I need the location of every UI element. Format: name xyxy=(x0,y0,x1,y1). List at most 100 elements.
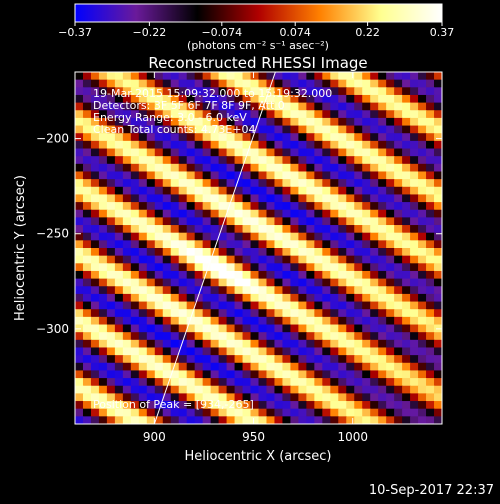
heatmap-pixel xyxy=(282,385,292,394)
heatmap-pixel xyxy=(410,393,419,402)
heatmap-pixel xyxy=(170,248,180,257)
heatmap-pixel xyxy=(130,217,140,226)
heatmap-pixel xyxy=(266,217,276,226)
heatmap-pixel xyxy=(186,324,196,333)
heatmap-pixel xyxy=(250,370,260,379)
heatmap-pixel xyxy=(234,286,244,295)
heatmap-pixel xyxy=(186,194,196,203)
heatmap-pixel xyxy=(258,225,268,234)
heatmap-pixel xyxy=(338,385,347,394)
heatmap-pixel xyxy=(154,370,164,379)
heatmap-pixel xyxy=(362,401,371,410)
heatmap-pixel xyxy=(250,339,260,349)
heatmap-pixel xyxy=(290,370,299,379)
heatmap-pixel xyxy=(75,179,84,188)
y-tick-label: −200 xyxy=(36,132,69,146)
heatmap-pixel xyxy=(130,117,140,127)
heatmap-pixel xyxy=(122,186,132,196)
heatmap-pixel xyxy=(274,156,284,165)
heatmap-pixel xyxy=(410,362,419,372)
heatmap-pixel xyxy=(354,278,363,287)
heatmap-pixel xyxy=(346,110,355,119)
heatmap-pixel xyxy=(378,148,387,157)
heatmap-pixel xyxy=(426,270,435,280)
heatmap-pixel xyxy=(98,324,108,333)
heatmap-pixel xyxy=(274,347,284,356)
heatmap-pixel xyxy=(202,362,212,372)
heatmap-pixel xyxy=(178,408,188,417)
heatmap-pixel xyxy=(146,370,156,379)
heatmap-pixel xyxy=(242,263,252,272)
heatmap-pixel xyxy=(258,263,268,272)
heatmap-pixel xyxy=(250,72,260,81)
heatmap-pixel xyxy=(122,94,132,104)
heatmap-pixel xyxy=(194,408,204,417)
heatmap-pixel xyxy=(306,171,315,180)
heatmap-pixel xyxy=(82,202,92,211)
heatmap-pixel xyxy=(378,278,387,287)
colorbar-tick-label: 0.37 xyxy=(430,26,455,39)
heatmap-pixel xyxy=(378,87,387,96)
heatmap-pixel xyxy=(258,255,268,264)
heatmap-pixel xyxy=(178,186,188,196)
heatmap-pixel xyxy=(170,301,180,310)
heatmap-pixel xyxy=(202,255,212,264)
heatmap-pixel xyxy=(178,156,188,165)
heatmap-pixel xyxy=(194,240,204,249)
heatmap-pixel xyxy=(202,186,212,196)
heatmap-pixel xyxy=(114,263,124,272)
heatmap-pixel xyxy=(162,87,172,96)
heatmap-pixel xyxy=(378,270,387,280)
heatmap-pixel xyxy=(314,209,323,218)
heatmap-pixel xyxy=(298,163,307,173)
heatmap-pixel xyxy=(354,87,363,96)
heatmap-pixel xyxy=(290,332,299,341)
heatmap-pixel xyxy=(90,378,100,387)
heatmap-pixel xyxy=(202,301,212,310)
heatmap-pixel xyxy=(98,255,108,264)
heatmap-pixel xyxy=(106,301,116,310)
heatmap-pixel xyxy=(370,94,379,104)
heatmap-pixel xyxy=(162,339,172,349)
heatmap-pixel xyxy=(138,401,148,410)
heatmap-pixel xyxy=(258,309,268,318)
heatmap-pixel xyxy=(330,286,339,295)
heatmap-pixel xyxy=(138,263,148,272)
heatmap-pixel xyxy=(122,293,132,303)
heatmap-pixel xyxy=(162,270,172,280)
heatmap-pixel xyxy=(426,232,435,241)
heatmap-pixel xyxy=(378,362,387,372)
heatmap-pixel xyxy=(426,393,435,402)
heatmap-pixel xyxy=(306,102,315,111)
heatmap-pixel xyxy=(138,278,148,287)
heatmap-pixel xyxy=(410,202,419,211)
heatmap-pixel xyxy=(298,301,307,310)
heatmap-pixel xyxy=(274,110,284,119)
heatmap-pixel xyxy=(130,148,140,157)
heatmap-pixel xyxy=(154,140,164,150)
heatmap-pixel xyxy=(410,186,419,196)
heatmap-pixel xyxy=(314,140,323,150)
heatmap-pixel xyxy=(178,332,188,341)
heatmap-pixel xyxy=(434,355,442,364)
heatmap-pixel xyxy=(386,94,395,104)
heatmap-pixel xyxy=(394,278,403,287)
heatmap-pixel xyxy=(346,293,355,303)
heatmap-pixel xyxy=(418,209,427,218)
heatmap-pixel xyxy=(346,263,355,272)
heatmap-pixel xyxy=(258,270,268,280)
heatmap-pixel xyxy=(130,240,140,249)
heatmap-pixel xyxy=(98,270,108,280)
heatmap-pixel xyxy=(202,355,212,364)
heatmap-pixel xyxy=(218,240,228,249)
heatmap-pixel xyxy=(186,293,196,303)
heatmap-pixel xyxy=(290,248,299,257)
heatmap-pixel xyxy=(434,393,442,402)
heatmap-pixel xyxy=(266,408,276,417)
heatmap-pixel xyxy=(290,347,299,356)
heatmap-pixel xyxy=(282,263,292,272)
heatmap-pixel xyxy=(250,79,260,88)
heatmap-pixel xyxy=(90,102,100,111)
heatmap-pixel xyxy=(98,248,108,257)
